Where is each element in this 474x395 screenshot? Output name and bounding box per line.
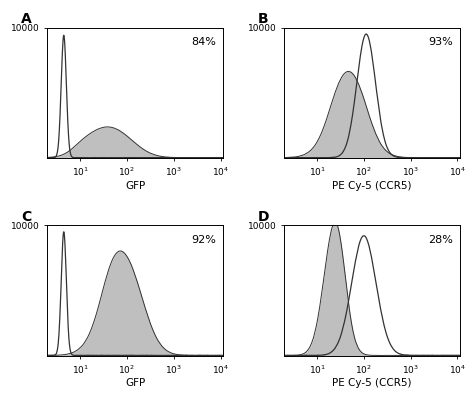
Text: C: C xyxy=(21,210,31,224)
X-axis label: GFP: GFP xyxy=(125,181,145,190)
Text: A: A xyxy=(21,12,32,26)
Text: D: D xyxy=(258,210,270,224)
Text: 28%: 28% xyxy=(428,235,453,245)
Text: 92%: 92% xyxy=(191,235,216,245)
Text: 93%: 93% xyxy=(428,37,453,47)
X-axis label: PE Cy-5 (CCR5): PE Cy-5 (CCR5) xyxy=(332,181,412,190)
Text: 84%: 84% xyxy=(191,37,216,47)
Text: B: B xyxy=(258,12,269,26)
X-axis label: PE Cy-5 (CCR5): PE Cy-5 (CCR5) xyxy=(332,378,412,388)
X-axis label: GFP: GFP xyxy=(125,378,145,388)
